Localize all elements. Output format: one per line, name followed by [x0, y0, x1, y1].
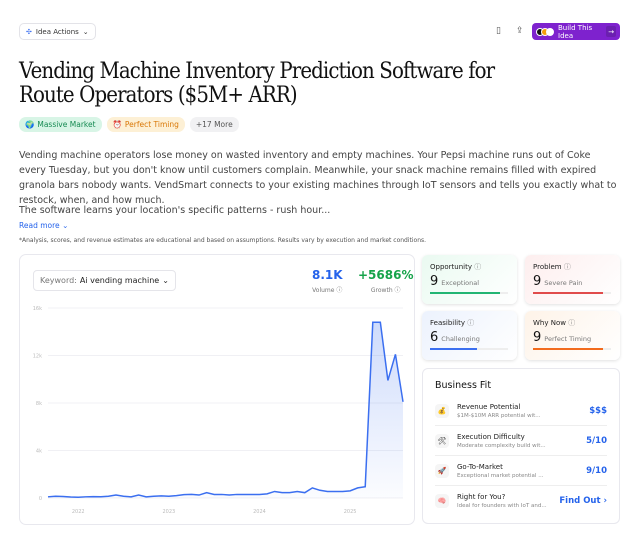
brain-icon: 🧠 [435, 494, 449, 508]
y-tick-label: 8k [36, 401, 42, 407]
info-icon[interactable]: ⓘ [568, 319, 576, 327]
score-card-problem[interactable]: Problem ⓘ 9 Severe Pain [525, 255, 620, 304]
x-tick-label: 2024 [253, 509, 266, 515]
avatar-group [536, 27, 554, 36]
score-bar [533, 348, 611, 350]
score-bar [533, 292, 611, 294]
disclaimer: *Analysis, scores, and revenue estimates… [19, 237, 427, 244]
score-card-feasibility[interactable]: Feasibility ⓘ 6 Challenging [422, 311, 517, 360]
tag-massive-market[interactable]: 🌍 Massive Market [19, 117, 102, 132]
x-tick-label: 2022 [72, 509, 85, 515]
business-fit-row[interactable]: 🛠 Execution Difficulty Moderate complexity… [435, 426, 607, 456]
help-icon[interactable]: ⓘ [394, 287, 401, 294]
page-title: Vending Machine Inventory Prediction Sof… [19, 59, 495, 108]
y-tick-label: 4k [36, 449, 42, 455]
x-tick-label: 2025 [344, 509, 357, 515]
y-tick-label: 16k [33, 306, 42, 312]
chevron-down-icon: ⌄ [162, 276, 169, 285]
info-icon[interactable]: ⓘ [474, 263, 482, 271]
y-tick-label: 0 [39, 496, 42, 502]
score-card-opportunity[interactable]: Opportunity ⓘ 9 Exceptional [422, 255, 517, 304]
arrow-right-icon: → [606, 26, 616, 37]
series-line [47, 321, 404, 499]
help-icon[interactable]: ⓘ [336, 287, 343, 294]
x-tick-label: 2023 [162, 509, 175, 515]
business-fit-card: Business Fit 💰 Revenue Potential $1M-$10M … [422, 368, 620, 524]
share-icon[interactable]: ⇪ [516, 26, 524, 36]
score-cards: Opportunity ⓘ 9 Exceptional Problem ⓘ 9 Sever… [422, 255, 620, 360]
y-tick-label: 12k [33, 354, 42, 360]
area-fill [48, 322, 403, 498]
rocket-icon: 🚀 [435, 463, 449, 478]
tag-more[interactable]: +17 More [189, 117, 239, 132]
tag-perfect-timing[interactable]: ⏰ Perfect Timing [106, 117, 185, 132]
info-icon[interactable]: ⓘ [467, 319, 475, 327]
keyword-select[interactable]: Keyword: Ai vending machine ⌄ [33, 270, 176, 291]
tools-icon: 🛠 [435, 433, 449, 448]
growth-stat: +5686% Growth ⓘ [358, 268, 414, 294]
business-fit-row[interactable]: 🧠 Right for You? Ideal for founders with I… [435, 486, 607, 516]
trend-chart: 0 4k 8k 12k 16k 2022 2023 2024 2025 [33, 306, 404, 515]
business-fit-row[interactable]: 💰 Revenue Potential $1M-$10M ARR potential… [435, 396, 607, 426]
score-bar [430, 348, 508, 350]
bookmark-icon[interactable]: ▯ [496, 26, 501, 36]
business-fit-title: Business Fit [435, 380, 492, 391]
score-card-why-now[interactable]: Why Now ⓘ 9 Perfect Timing [525, 311, 620, 360]
read-more-link[interactable]: Read more ⌄ [19, 221, 69, 230]
build-idea-button[interactable]: Build This Idea → [532, 23, 620, 40]
chevron-down-icon: ⌄ [82, 27, 89, 36]
description-preview: The software learns your location's spec… [19, 205, 331, 216]
trend-chart-card: Keyword: Ai vending machine ⌄ 8.1K Volume ⓘ… [19, 254, 415, 525]
money-bag-icon: 💰 [435, 403, 449, 418]
tag-list: 🌍 Massive Market ⏰ Perfect Timing +17 More [19, 117, 239, 132]
idea-actions-button[interactable]: ✣ Idea Actions ⌄ [19, 23, 96, 40]
info-icon[interactable]: ⓘ [563, 263, 571, 271]
alarm-clock-icon: ⏰ [112, 120, 122, 129]
description: Vending machine operators lose money on … [19, 150, 617, 206]
globe-icon: 🌍 [25, 120, 35, 129]
sparkle-icon: ✣ [26, 27, 32, 36]
score-bar [430, 292, 508, 294]
business-fit-row[interactable]: 🚀 Go-To-Market Exceptional market potentia… [435, 456, 607, 486]
chevron-down-icon: ⌄ [62, 221, 69, 230]
volume-stat: 8.1K Volume ⓘ [312, 268, 343, 294]
